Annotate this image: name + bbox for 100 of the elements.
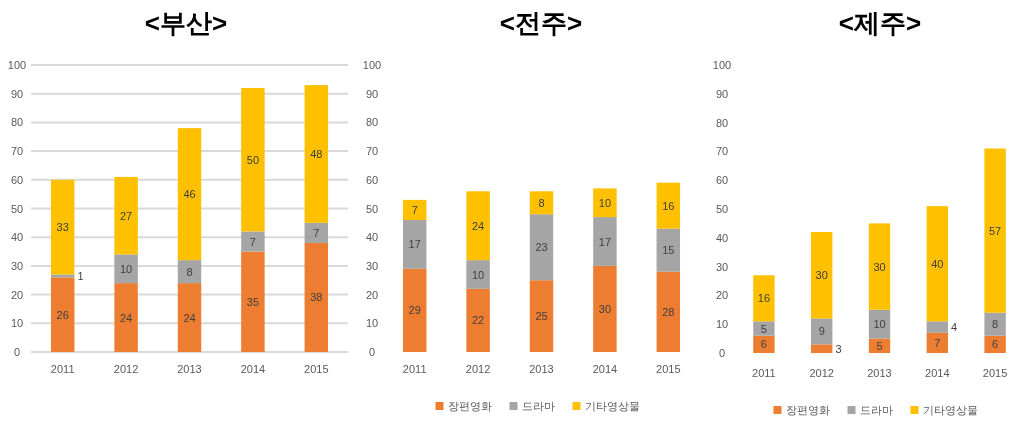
x-tick-label: 2013: [529, 363, 554, 375]
bar: [304, 222, 329, 243]
y-tick-label: 100: [712, 59, 732, 71]
data-label: 10: [119, 262, 133, 275]
x-tick-label: 2014: [925, 367, 950, 379]
chart-title: <전주>: [499, 8, 583, 38]
bar: [241, 231, 265, 252]
data-label: 57: [988, 224, 1002, 237]
x-tick-label: 2011: [50, 363, 75, 375]
bar: [402, 268, 427, 352]
bar: [466, 288, 490, 352]
data-label: 6: [760, 338, 767, 351]
bar: [593, 265, 617, 352]
y-tick-label: 20: [10, 288, 24, 301]
bar: [304, 242, 329, 352]
data-label: 24: [119, 311, 133, 324]
bar: [984, 335, 1006, 353]
data-label: 1: [77, 269, 84, 282]
bar: [656, 182, 681, 229]
data-label: 10: [471, 268, 485, 281]
x-tick-label: 2012: [809, 367, 834, 379]
bar: [811, 318, 833, 345]
bar: [984, 312, 1006, 336]
y-tick-label: 70: [365, 145, 379, 158]
data-label: 48: [310, 147, 323, 160]
bar: [656, 228, 681, 272]
data-label: 3: [835, 342, 842, 355]
bar: [402, 219, 427, 269]
bar: [926, 332, 948, 353]
bar: [984, 148, 1006, 313]
data-label: 5: [760, 322, 767, 335]
y-tick-label: 0: [718, 347, 726, 359]
data-label: 22: [471, 314, 485, 327]
data-label: 7: [934, 336, 941, 349]
data-label: 16: [757, 292, 771, 305]
chart-title: <부산>: [144, 8, 228, 38]
y-tick-label: 100: [7, 59, 27, 71]
data-label: 26: [56, 308, 69, 321]
y-tick-label: 30: [365, 259, 379, 272]
bar: [529, 280, 554, 352]
data-label: 27: [119, 209, 133, 222]
data-label: 24: [183, 311, 196, 324]
legend-label: 장편영화: [447, 400, 492, 412]
y-tick-label: 80: [10, 116, 24, 129]
y-tick-label: 30: [10, 259, 24, 272]
y-tick-label: 90: [10, 87, 24, 100]
bar: [926, 206, 948, 322]
x-tick-label: 2013: [867, 367, 892, 379]
legend-label: 기타영상물: [922, 404, 978, 416]
y-tick-label: 10: [365, 317, 379, 330]
y-tick-label: 30: [715, 260, 729, 273]
legend-label: 드라마: [521, 400, 555, 412]
data-label: 16: [662, 199, 675, 212]
x-tick-label: 2013: [177, 363, 202, 375]
data-label: 8: [186, 265, 193, 278]
data-label: 46: [183, 188, 196, 201]
bar: [593, 188, 617, 218]
x-tick-label: 2014: [240, 363, 266, 375]
y-tick-label: 20: [365, 288, 379, 301]
data-label: 8: [992, 318, 999, 331]
legend-label: 드라마: [859, 404, 893, 416]
data-label: 30: [873, 260, 886, 273]
data-label: 10: [873, 318, 886, 331]
bar: [656, 271, 681, 352]
y-tick-label: 10: [10, 317, 24, 330]
bar: [114, 283, 138, 352]
bar: [868, 223, 891, 310]
y-tick-label: 80: [715, 116, 729, 129]
data-label: 6: [992, 338, 999, 351]
y-tick-label: 80: [365, 116, 379, 129]
bar: [466, 191, 490, 261]
data-label: 4: [950, 321, 958, 334]
y-tick-label: 90: [715, 87, 729, 100]
data-label: 7: [411, 203, 418, 216]
data-label: 10: [598, 196, 612, 209]
y-tick-label: 10: [715, 318, 729, 331]
x-tick-label: 2012: [465, 363, 491, 375]
y-tick-label: 0: [368, 346, 376, 358]
data-label: 28: [662, 305, 675, 318]
data-label: 23: [535, 241, 548, 254]
y-tick-label: 50: [365, 202, 379, 215]
y-tick-label: 70: [10, 145, 24, 158]
y-tick-label: 20: [715, 289, 729, 302]
data-label: 38: [310, 291, 323, 304]
y-tick-label: 50: [715, 203, 729, 215]
x-tick-label: 2011: [752, 367, 776, 379]
x-tick-label: 2011: [402, 363, 427, 375]
y-tick-label: 50: [10, 202, 24, 215]
y-tick-label: 60: [715, 174, 729, 187]
x-tick-label: 2014: [592, 363, 618, 375]
y-tick-label: 90: [365, 87, 379, 100]
x-tick-label: 2012: [113, 363, 139, 375]
data-label: 24: [471, 219, 485, 232]
data-label: 7: [313, 226, 320, 239]
data-label: 9: [818, 325, 825, 338]
bar: [926, 321, 948, 333]
legend-label: 장편영화: [785, 404, 830, 416]
bar: [177, 260, 202, 284]
bar: [811, 232, 833, 319]
bar: [50, 179, 75, 275]
